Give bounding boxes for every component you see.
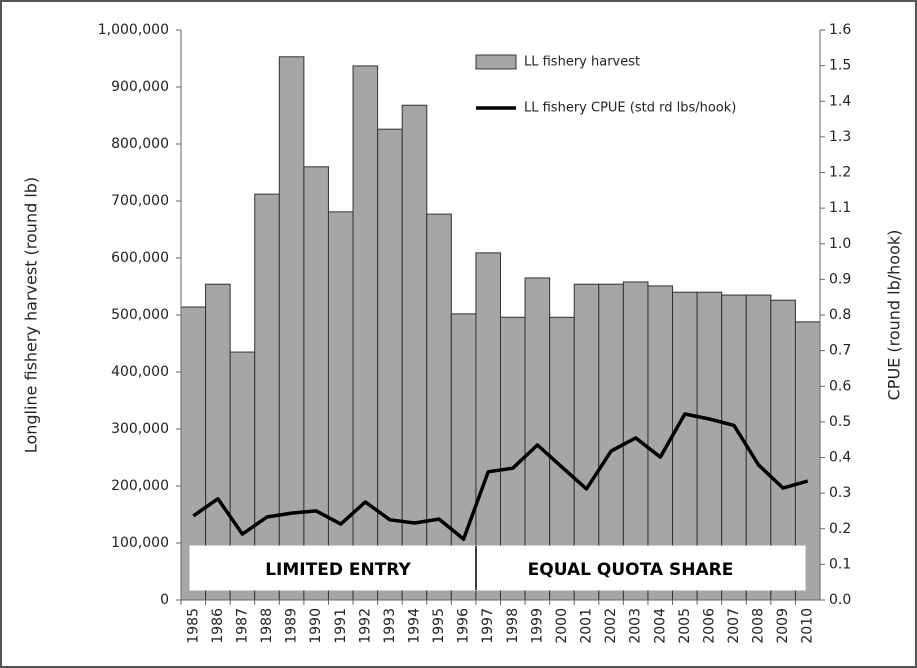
x-tick-label: 2004 <box>652 608 668 644</box>
x-tick-label: 2008 <box>751 608 767 644</box>
x-tick-label: 1998 <box>505 608 521 644</box>
x-tick-label: 1985 <box>185 608 201 644</box>
y-tick-label: 700,000 <box>111 193 169 209</box>
bar <box>352 65 379 601</box>
x-tick-label: 1991 <box>333 608 349 644</box>
x-tick-label: 1989 <box>284 608 300 644</box>
bar <box>327 211 354 601</box>
y-tick-label: 200,000 <box>111 478 169 494</box>
y2-tick-label: 1.5 <box>829 58 851 74</box>
x-tick-label: 2003 <box>628 608 644 644</box>
x-tick-label: 1988 <box>259 608 275 644</box>
x-tick-label: 1990 <box>308 608 324 644</box>
x-tick-label: 1997 <box>480 608 496 644</box>
annotation: LIMITED ENTRY <box>265 560 411 580</box>
y2-tick-label: 1.6 <box>829 22 851 38</box>
y-tick-label: 0 <box>160 592 169 608</box>
x-tick-label: 2010 <box>800 608 816 644</box>
bar <box>426 213 452 601</box>
x-tick-label: 1994 <box>406 608 422 644</box>
cpue-line <box>192 412 809 541</box>
annotation-box <box>189 545 806 591</box>
y2-tick-label: 0.5 <box>829 414 851 430</box>
y2-tick-label: 1.0 <box>829 236 851 252</box>
y2-tick-label: 1.4 <box>829 93 851 109</box>
bar <box>278 56 305 601</box>
annotation: EQUAL QUOTA SHARE <box>528 560 734 580</box>
bar <box>401 104 428 601</box>
y2-tick-label: 0.2 <box>829 521 851 537</box>
y2-tick-label: 0.7 <box>829 343 851 359</box>
x-tick-label: 1993 <box>382 608 398 644</box>
y-tick-label: 100,000 <box>111 535 169 551</box>
y2-tick-label: 0.1 <box>829 556 851 572</box>
y2-axis-title: CPUE (round lb/hook) <box>885 230 904 401</box>
y2-tick-label: 0.3 <box>829 485 851 501</box>
y-tick-label: 500,000 <box>111 307 169 323</box>
legend-label: LL fishery harvest <box>524 55 640 70</box>
x-tick-label: 2002 <box>603 608 619 644</box>
x-tick-label: 2009 <box>775 608 791 644</box>
x-tick-label: 2006 <box>701 608 717 644</box>
x-tick-label: 1992 <box>357 608 373 644</box>
y-tick-label: 400,000 <box>111 364 169 380</box>
y-tick-label: 900,000 <box>111 79 169 95</box>
y2-tick-label: 1.1 <box>829 200 851 216</box>
y-tick-label: 600,000 <box>111 250 169 266</box>
bar <box>377 128 403 601</box>
y2-tick-label: 0.0 <box>829 592 851 608</box>
y2-tick-label: 0.8 <box>829 307 851 323</box>
y-tick-label: 300,000 <box>111 421 169 437</box>
legend-label: LL fishery CPUE (std rd lbs/hook) <box>524 101 736 116</box>
x-tick-label: 2001 <box>579 608 595 644</box>
y2-tick-label: 1.2 <box>829 165 851 181</box>
x-tick-label: 1996 <box>456 608 472 644</box>
bar <box>475 252 501 601</box>
y2-tick-label: 0.6 <box>829 378 851 394</box>
bar <box>303 166 329 601</box>
x-tick-label: 1987 <box>234 608 250 644</box>
x-tick-label: 1986 <box>210 608 226 644</box>
y2-tick-label: 0.4 <box>829 450 851 466</box>
y-tick-label: 1,000,000 <box>98 22 169 38</box>
x-tick-label: 2007 <box>726 608 742 644</box>
x-tick-label: 1999 <box>529 608 545 644</box>
y2-tick-label: 0.9 <box>829 271 851 287</box>
x-tick-label: 2000 <box>554 608 570 644</box>
x-tick-label: 2005 <box>677 608 693 644</box>
y-tick-label: 800,000 <box>111 136 169 152</box>
y2-tick-label: 1.3 <box>829 129 851 145</box>
bar <box>254 193 280 601</box>
x-tick-label: 1995 <box>431 608 447 644</box>
y-axis-title: Longline fishery harvest (round lb) <box>22 177 41 453</box>
legend-swatch <box>475 54 517 70</box>
